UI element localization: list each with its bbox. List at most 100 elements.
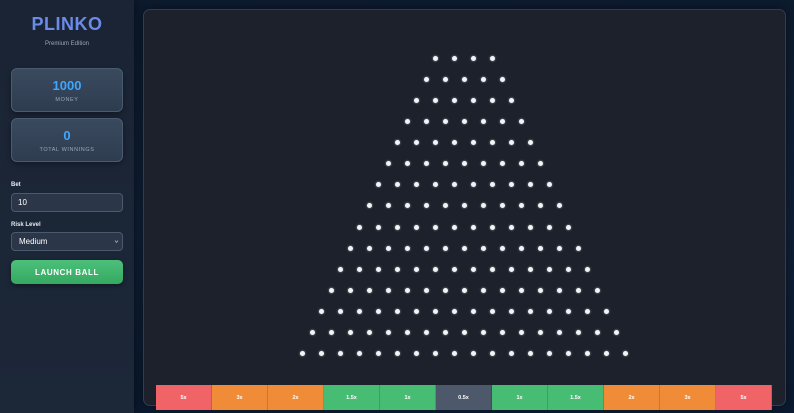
peg — [528, 224, 533, 230]
peg — [556, 330, 562, 336]
peg — [585, 351, 590, 357]
peg — [537, 203, 543, 209]
chevron-down-icon — [114, 240, 119, 244]
peg — [366, 330, 372, 336]
peg — [480, 161, 486, 167]
peg — [480, 288, 486, 294]
peg — [309, 330, 315, 336]
peg — [509, 140, 514, 146]
peg — [423, 330, 429, 336]
peg — [385, 161, 391, 167]
peg — [566, 224, 571, 230]
peg — [490, 224, 495, 230]
peg — [471, 97, 476, 103]
peg — [480, 76, 486, 82]
peg — [452, 309, 457, 315]
peg — [604, 309, 609, 315]
peg — [490, 97, 495, 103]
peg — [452, 140, 457, 146]
multiplier-slot: 1x — [492, 385, 548, 410]
peg — [547, 182, 552, 188]
peg — [613, 330, 619, 336]
peg — [509, 224, 514, 230]
peg — [509, 351, 514, 357]
peg — [385, 245, 391, 251]
peg — [357, 309, 362, 315]
peg — [490, 351, 495, 357]
peg — [404, 288, 410, 294]
peg — [404, 161, 410, 167]
peg — [518, 161, 524, 167]
peg — [547, 309, 552, 315]
multiplier-slot: 3x — [660, 385, 716, 410]
bet-label: Bet — [11, 182, 21, 188]
peg — [442, 76, 448, 82]
peg — [537, 288, 543, 294]
peg — [471, 55, 476, 61]
peg — [537, 161, 543, 167]
peg — [471, 224, 476, 230]
peg — [499, 76, 505, 82]
peg — [442, 203, 448, 209]
multiplier-slot: 1x — [380, 385, 436, 410]
peg — [366, 288, 372, 294]
peg — [461, 203, 467, 209]
multiplier-slot: 5x — [156, 385, 212, 410]
peg — [433, 309, 438, 315]
peg — [414, 351, 419, 357]
peg — [556, 203, 562, 209]
peg — [594, 288, 600, 294]
peg — [414, 182, 419, 188]
peg — [480, 245, 486, 251]
peg — [395, 351, 400, 357]
peg — [461, 330, 467, 336]
multiplier-slot: 1.5x — [548, 385, 604, 410]
peg — [585, 266, 590, 272]
peg — [433, 182, 438, 188]
peg — [347, 288, 353, 294]
peg — [480, 330, 486, 336]
peg — [357, 266, 362, 272]
peg — [547, 266, 552, 272]
peg — [347, 330, 353, 336]
money-label: MONEY — [55, 97, 79, 103]
peg — [452, 266, 457, 272]
peg — [395, 309, 400, 315]
peg — [499, 118, 505, 124]
peg — [414, 140, 419, 146]
multiplier-slot: 3x — [212, 385, 268, 410]
bet-input[interactable] — [11, 193, 123, 212]
risk-level-select[interactable]: Medium — [11, 232, 123, 251]
peg — [499, 330, 505, 336]
peg — [366, 203, 372, 209]
peg — [328, 288, 334, 294]
peg — [471, 182, 476, 188]
peg — [518, 288, 524, 294]
peg — [347, 245, 353, 251]
peg — [338, 351, 343, 357]
peg — [357, 224, 362, 230]
peg — [528, 309, 533, 315]
peg — [528, 140, 533, 146]
peg — [328, 330, 334, 336]
launch-ball-button[interactable]: LAUNCH BALL — [11, 260, 123, 284]
peg — [442, 288, 448, 294]
peg — [319, 351, 324, 357]
peg — [518, 118, 524, 124]
peg — [338, 266, 343, 272]
multiplier-slot: 5x — [716, 385, 772, 410]
winnings-card: 0 TOTAL WINNINGS — [11, 118, 123, 162]
peg — [442, 161, 448, 167]
peg — [575, 245, 581, 251]
peg — [452, 97, 457, 103]
peg — [547, 224, 552, 230]
peg — [414, 266, 419, 272]
peg — [395, 266, 400, 272]
peg — [366, 245, 372, 251]
peg — [518, 203, 524, 209]
multiplier-slot: 2x — [268, 385, 324, 410]
peg — [537, 330, 543, 336]
peg — [518, 245, 524, 251]
peg — [395, 182, 400, 188]
sidebar: PLINKO Premium Edition 1000 MONEY 0 TOTA… — [0, 0, 134, 413]
